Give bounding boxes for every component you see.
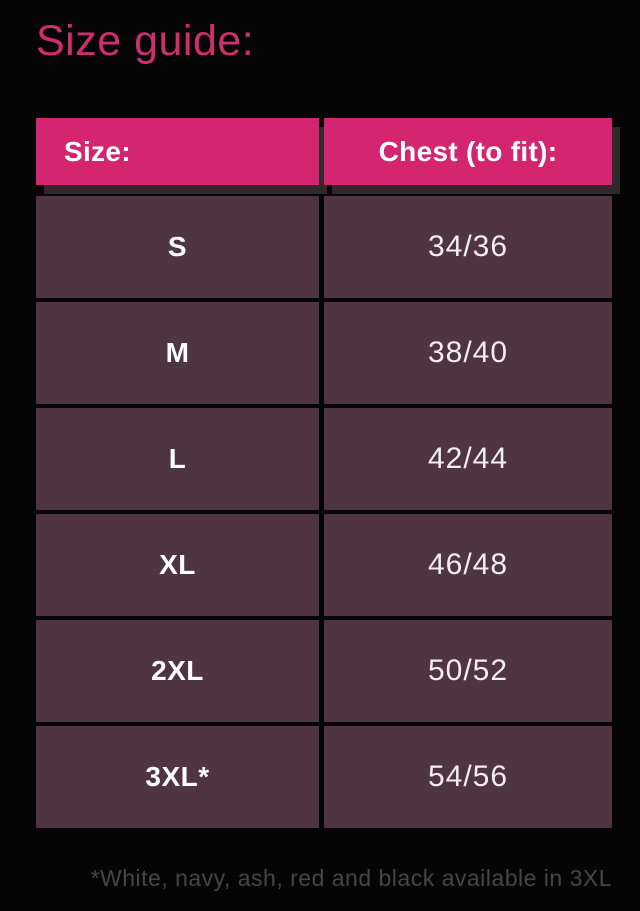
table-row: 2XL 50/52: [36, 620, 612, 722]
table-header-row: Size: Chest (to fit):: [36, 118, 612, 185]
table-row: 3XL* 54/56: [36, 726, 612, 828]
table-row: L 42/44: [36, 408, 612, 510]
size-cell: XL: [36, 514, 319, 616]
table-row: XL 46/48: [36, 514, 612, 616]
chest-cell: 50/52: [324, 620, 612, 722]
size-cell: 2XL: [36, 620, 319, 722]
chest-cell: 54/56: [324, 726, 612, 828]
header-cell-chest: Chest (to fit):: [324, 118, 612, 185]
table-row: S 34/36: [36, 196, 612, 298]
chest-cell: 42/44: [324, 408, 612, 510]
table-row: M 38/40: [36, 302, 612, 404]
header-cell-size: Size:: [36, 118, 319, 185]
size-guide-table: Size: Chest (to fit): S 34/36 M 38/40 L …: [36, 118, 612, 828]
table-body: S 34/36 M 38/40 L 42/44 XL 46/48 2XL 50/…: [36, 196, 612, 828]
size-cell: L: [36, 408, 319, 510]
chest-cell: 46/48: [324, 514, 612, 616]
size-cell: S: [36, 196, 319, 298]
chest-cell: 38/40: [324, 302, 612, 404]
chest-cell: 34/36: [324, 196, 612, 298]
size-cell: 3XL*: [36, 726, 319, 828]
availability-footnote: *White, navy, ash, red and black availab…: [90, 865, 612, 891]
size-cell: M: [36, 302, 319, 404]
page-title: Size guide:: [36, 17, 255, 65]
